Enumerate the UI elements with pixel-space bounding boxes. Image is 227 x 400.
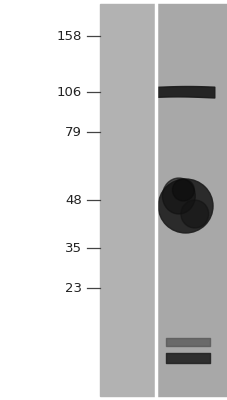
Text: 23: 23 xyxy=(65,282,82,294)
Text: 106: 106 xyxy=(57,86,82,98)
Ellipse shape xyxy=(172,179,193,201)
Bar xyxy=(154,4,227,396)
Ellipse shape xyxy=(180,200,208,228)
Text: 35: 35 xyxy=(65,242,82,254)
Text: 48: 48 xyxy=(65,194,82,206)
Bar xyxy=(100,4,154,396)
Ellipse shape xyxy=(162,178,194,214)
Text: 158: 158 xyxy=(57,30,82,42)
Ellipse shape xyxy=(158,179,212,233)
Text: 79: 79 xyxy=(65,126,82,138)
